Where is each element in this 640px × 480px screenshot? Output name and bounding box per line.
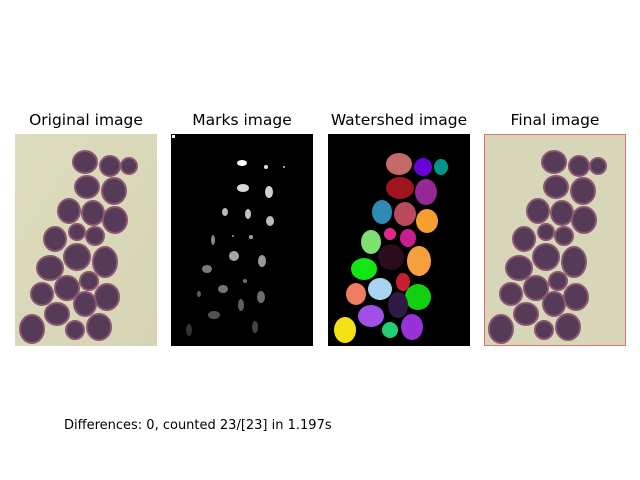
original-image [15, 134, 157, 346]
result-caption: Differences: 0, counted 23/[23] in 1.197… [64, 418, 332, 433]
panel-title-watershed: Watershed image [330, 111, 468, 129]
panel-watershed: Watershed image [328, 108, 470, 346]
panel-final: Final image [484, 108, 626, 346]
final-image [484, 134, 626, 346]
panel-title-original: Original image [29, 111, 143, 129]
panel-original: Original image [15, 108, 157, 346]
marks-image [171, 134, 313, 346]
panel-marks: Marks image [171, 108, 313, 346]
panel-title-marks: Marks image [192, 111, 292, 129]
watershed-image [328, 134, 470, 346]
panel-title-final: Final image [510, 111, 600, 129]
